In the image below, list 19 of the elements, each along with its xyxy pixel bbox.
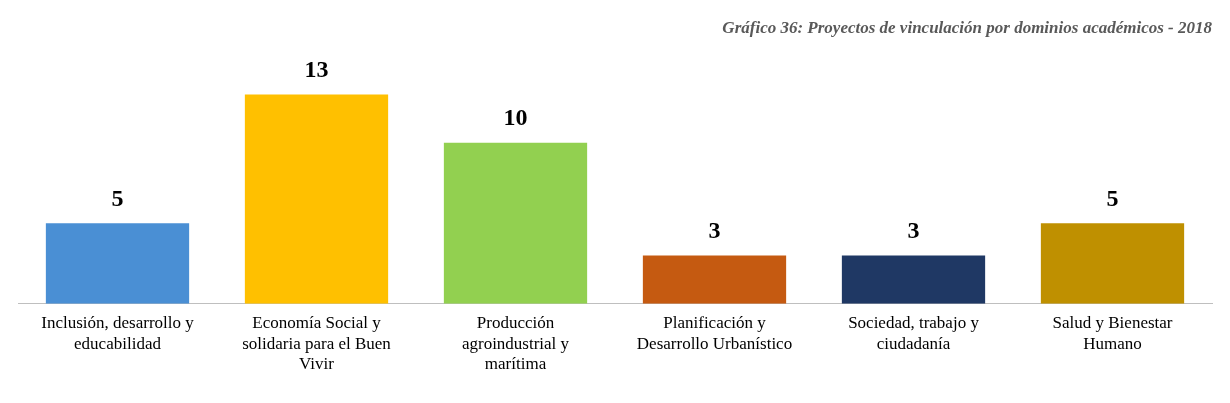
data-label: 5	[111, 184, 124, 211]
x-tick-label: Salud y Bienestar Humano	[1052, 313, 1173, 353]
data-label: 3	[708, 216, 721, 243]
x-tick-label: Producción agroindustrial y marítima	[461, 313, 570, 374]
bar	[642, 255, 787, 304]
x-tick-label: Planificación y Desarrollo Urbanístico	[636, 313, 793, 353]
bar	[1040, 223, 1185, 304]
data-label: 3	[907, 216, 920, 243]
data-label: 10	[503, 104, 528, 130]
data-label: 13	[304, 55, 329, 82]
bar	[841, 255, 986, 304]
bar	[443, 142, 588, 304]
x-tick-label: Sociedad, trabajo y ciudadanía	[848, 313, 980, 353]
bar	[244, 94, 389, 304]
x-tick-label: Economía Social y solidaria para el Buen Vivir	[242, 313, 392, 374]
bar	[45, 223, 190, 304]
x-tick-label: Inclusión, desarrollo y educabilidad	[41, 313, 195, 353]
data-label: 5	[1106, 184, 1119, 211]
chart-title: Gráfico 36: Proyectos de vinculación por dominios académicos - 2018	[722, 17, 1213, 37]
